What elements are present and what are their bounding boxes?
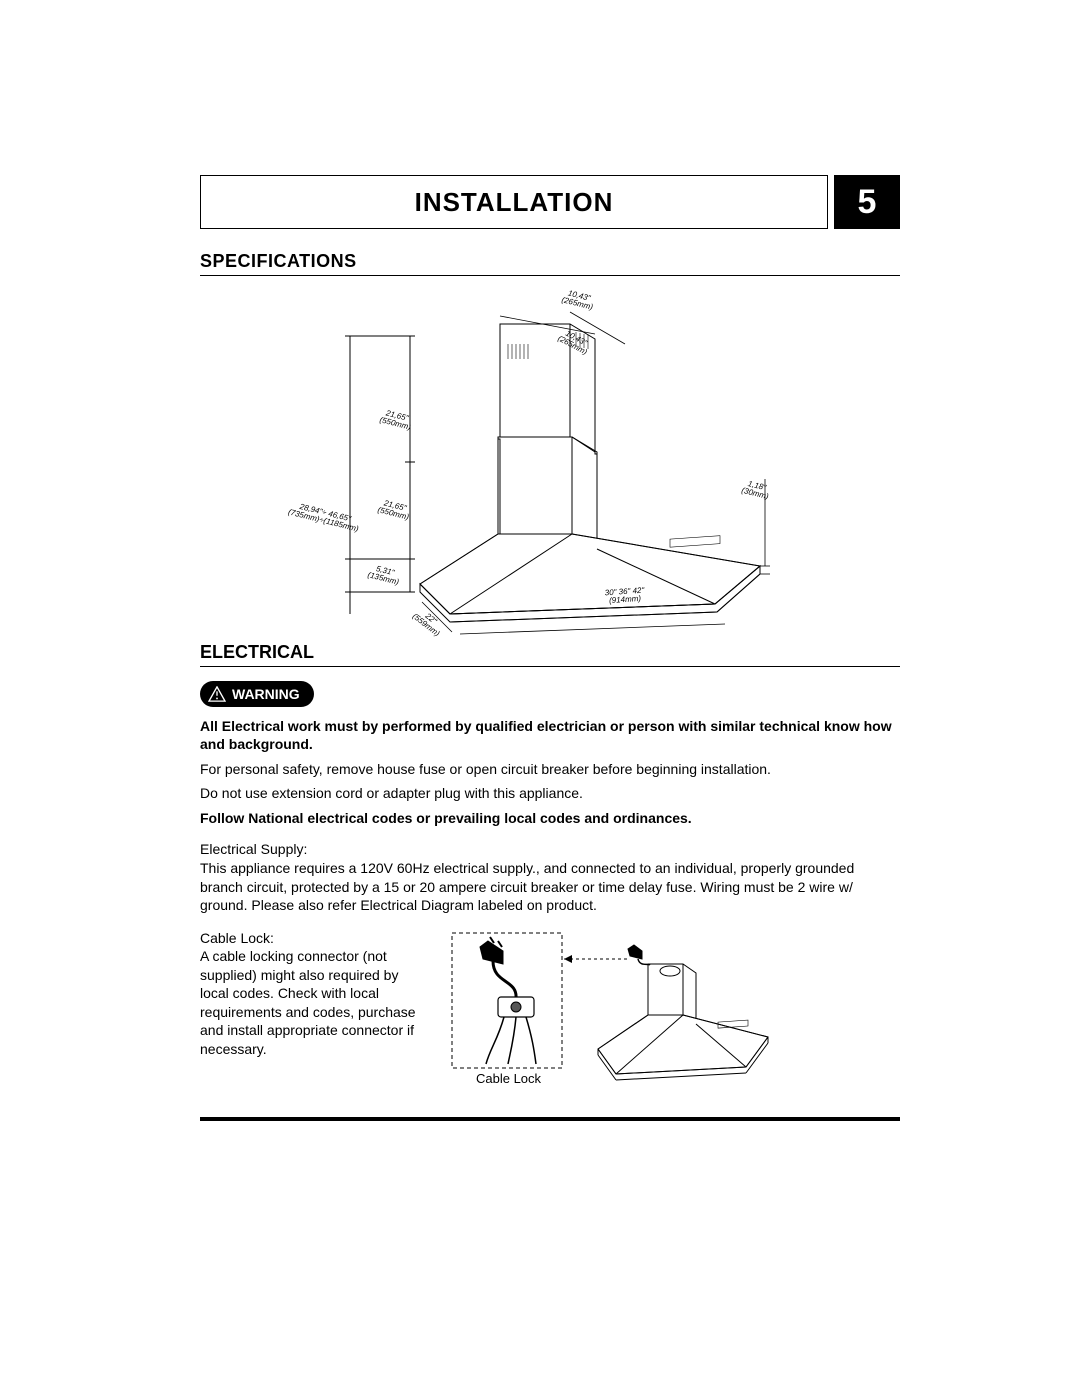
cable-lock-body: A cable locking connector (not supplied)… [200,947,430,1058]
specifications-heading: SPECIFICATIONS [200,251,900,276]
warning-badge: WARNING [200,681,314,707]
page-content: INSTALLATION 5 SPECIFICATIONS [200,175,900,1121]
header-row: INSTALLATION 5 [200,175,900,229]
safety-text-1: For personal safety, remove house fuse o… [200,760,900,778]
page-title: INSTALLATION [200,175,828,229]
page-number-badge: 5 [834,175,900,229]
safety-text-2: Do not use extension cord or adapter plu… [200,784,900,802]
cable-lock-label: Cable Lock [476,1071,541,1086]
cable-lock-head: Cable Lock: [200,929,430,947]
electrical-supply-head: Electrical Supply: [200,841,900,857]
cable-lock-text: Cable Lock: A cable locking connector (n… [200,929,430,1058]
range-hood-isometric [200,284,900,644]
dim-width: 30" 36" 42"(914mm) [604,587,645,607]
bottom-rule [200,1117,900,1121]
warning-text: All Electrical work must by performed by… [200,717,900,754]
cable-lock-diagram: Cable Lock [448,929,900,1109]
specifications-diagram: 10,43"(265mm) 10,43"(265mm) 21,65"(550mm… [200,284,900,644]
codes-text: Follow National electrical codes or prev… [200,809,900,827]
warning-label: WARNING [232,686,300,702]
electrical-supply-body: This appliance requires a 120V 60Hz elec… [200,859,900,914]
cable-lock-row: Cable Lock: A cable locking connector (n… [200,929,900,1109]
electrical-heading: ELECTRICAL [200,642,900,667]
warning-icon [208,686,226,702]
